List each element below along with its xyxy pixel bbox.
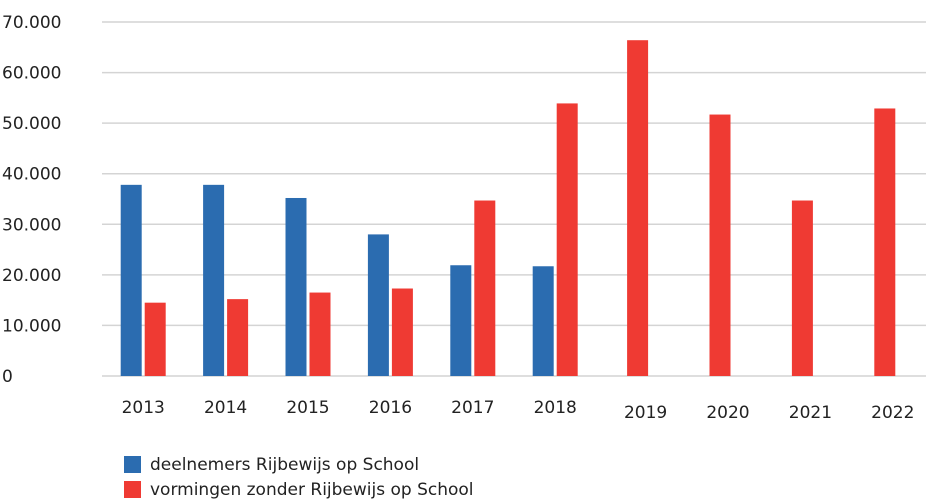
y-tick-label: 20.000 [2, 266, 61, 286]
bar-chart: 0 10.000 20.000 30.000 40.000 50.000 60.000 70.… [2, 13, 926, 423]
x-tick-label: 2013 [122, 398, 165, 418]
x-axis-ticks: 2013 2014 2015 2016 2017 2018 2019 2020 2021 2022 [122, 398, 915, 423]
bar-deelnemers-2016 [367, 234, 389, 376]
x-tick-label: 2021 [789, 403, 832, 423]
x-tick-label: 2015 [286, 398, 329, 418]
y-axis-ticks: 0 10.000 20.000 30.000 40.000 50.000 60.000 70.… [2, 13, 61, 387]
bar-deelnemers-2017 [450, 265, 472, 376]
legend-item-deelnemers: deelnemers Rijbewijs op School [124, 452, 474, 477]
x-tick-label: 2018 [534, 398, 577, 418]
bar-vormingen-2017 [474, 200, 496, 376]
legend: deelnemers Rijbewijs op School vormingen… [124, 452, 474, 502]
y-tick-label: 40.000 [2, 165, 61, 185]
legend-swatch-vormingen [124, 481, 141, 498]
bar-vormingen-2021 [791, 200, 813, 376]
bar-deelnemers-2013 [120, 184, 142, 376]
y-tick-label: 0 [2, 367, 13, 387]
legend-label-deelnemers: deelnemers Rijbewijs op School [150, 454, 420, 475]
bar-vormingen-2014 [227, 299, 249, 376]
bar-vormingen-2019 [627, 40, 649, 376]
x-tick-label: 2019 [624, 403, 667, 423]
x-tick-label: 2016 [369, 398, 412, 418]
bar-vormingen-2013 [144, 302, 166, 376]
bar-vormingen-2022 [874, 108, 896, 376]
x-tick-label: 2020 [706, 403, 749, 423]
bar-vormingen-2020 [709, 114, 731, 376]
bar-deelnemers-2015 [285, 197, 307, 376]
legend-swatch-deelnemers [124, 456, 141, 473]
y-tick-label: 70.000 [2, 13, 61, 33]
x-tick-label: 2017 [451, 398, 494, 418]
y-tick-label: 10.000 [2, 316, 61, 336]
y-tick-label: 50.000 [2, 114, 61, 134]
y-tick-label: 30.000 [2, 215, 61, 235]
bar-vormingen-2015 [309, 292, 331, 376]
bar-vormingen-2018 [556, 103, 578, 377]
legend-label-vormingen: vormingen zonder Rijbewijs op School [150, 479, 474, 500]
bar-deelnemers-2014 [203, 184, 225, 376]
x-tick-label: 2014 [204, 398, 247, 418]
x-tick-label: 2022 [871, 403, 914, 423]
bars [120, 40, 896, 377]
bar-vormingen-2016 [391, 288, 413, 376]
y-tick-label: 60.000 [2, 64, 61, 84]
bar-deelnemers-2018 [532, 266, 554, 376]
legend-item-vormingen: vormingen zonder Rijbewijs op School [124, 477, 474, 502]
